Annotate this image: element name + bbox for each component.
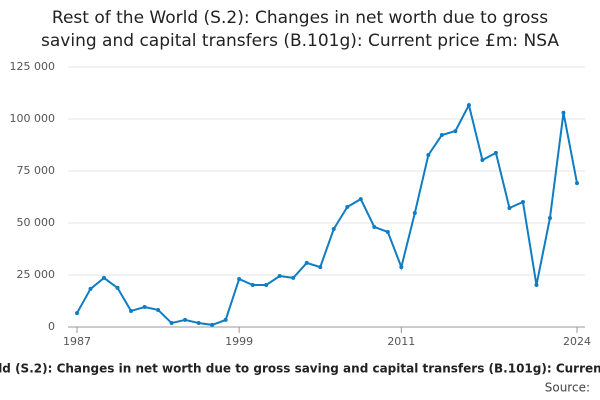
point — [372, 224, 377, 229]
y-tick-label: 125 000 — [10, 60, 56, 73]
point — [575, 181, 579, 186]
point — [493, 150, 498, 155]
point — [115, 285, 120, 290]
y-tick-label: 50 000 — [17, 216, 56, 229]
point — [156, 307, 161, 312]
point — [547, 216, 552, 221]
y-tick-label: 0 — [48, 320, 55, 333]
point — [88, 286, 93, 291]
point — [129, 308, 134, 313]
chart-title: saving and capital transfers (B.101g): C… — [41, 31, 559, 51]
point — [183, 317, 188, 322]
x-tick-label: 2011 — [387, 335, 415, 348]
y-tick-label: 25 000 — [17, 268, 56, 281]
point — [439, 133, 444, 138]
point — [142, 305, 147, 310]
y-tick-label: 75 000 — [17, 164, 56, 177]
x-tick-label: 2024 — [563, 335, 591, 348]
point — [250, 282, 255, 287]
line — [76, 102, 578, 326]
point — [223, 317, 228, 322]
point — [102, 275, 107, 280]
point — [264, 282, 269, 287]
point — [520, 199, 525, 204]
point — [466, 103, 471, 108]
point — [331, 227, 336, 232]
point — [534, 282, 539, 287]
point — [304, 260, 309, 265]
caption: Rest of the World (S.2): Changes in net … — [0, 362, 600, 376]
y-tick-label: 100 000 — [10, 112, 56, 125]
chart-title: Rest of the World (S.2): Changes in net … — [52, 8, 548, 28]
point — [480, 157, 485, 162]
point — [453, 129, 458, 134]
point — [399, 265, 404, 270]
point — [385, 229, 390, 234]
point — [561, 110, 566, 115]
point — [358, 197, 363, 202]
point — [507, 206, 512, 211]
x-tick-label: 1987 — [63, 335, 91, 348]
point — [210, 322, 215, 327]
point — [75, 311, 79, 316]
point — [277, 274, 282, 279]
point — [345, 204, 350, 209]
point — [237, 276, 242, 281]
point — [291, 275, 296, 280]
point — [426, 152, 431, 157]
point — [169, 321, 174, 326]
point — [318, 265, 323, 270]
point — [196, 321, 201, 326]
point — [412, 211, 417, 216]
source: Source: — [545, 381, 590, 395]
x-tick-label: 1999 — [225, 335, 253, 348]
